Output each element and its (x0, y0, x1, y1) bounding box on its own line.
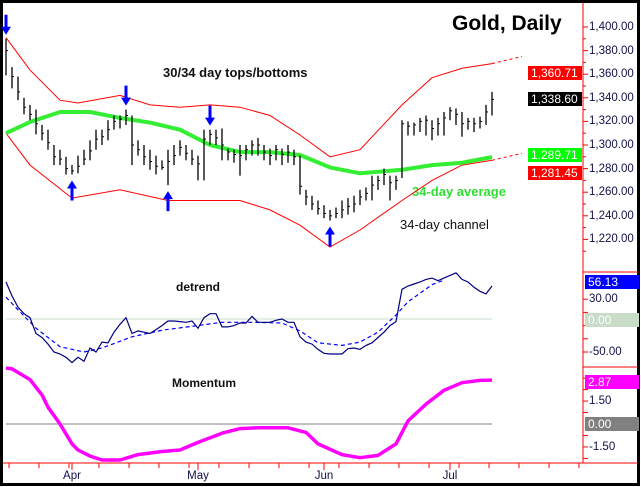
price-tick-label: 1,300.00 (589, 139, 634, 151)
channel-lower-projection (491, 152, 523, 161)
price-tick-label: 1,280.00 (589, 162, 634, 175)
detrend-tick-label: 30.00 (589, 293, 618, 306)
momentum-value-label: 2.87 (585, 375, 639, 389)
price-tick-label: 1,400.00 (589, 21, 634, 33)
x-month-label: Jul (442, 470, 458, 482)
x-month-label: Jun (314, 470, 334, 482)
price-tick-label: 1,220.00 (589, 233, 634, 246)
momentum-tick-label: -1.50 (589, 440, 616, 453)
price-tick-label: 1,260.00 (589, 186, 634, 199)
price-value-label: 1,338.60 (528, 92, 582, 106)
top-arrow-down-icon (205, 105, 215, 126)
channel-upper-projection (491, 56, 523, 65)
momentum-tick-label: 1.50 (589, 395, 612, 408)
chart-title: Gold, Daily (452, 12, 562, 35)
x-month-label: Apr (63, 470, 81, 482)
detrend-average-line (5, 279, 445, 353)
detrend-zero-label: 0.00 (585, 313, 639, 327)
tops-bottoms-annotation: 30/34 day tops/bottoms (163, 65, 308, 80)
average-annotation: 34-day average (412, 184, 506, 199)
channel-annotation: 34-day channel (400, 217, 489, 232)
detrend-tick-label: -50.00 (589, 346, 622, 358)
channel-lower-line (5, 132, 493, 248)
detrend-title: detrend (176, 280, 221, 294)
price-value-label: 1,281.45 (528, 166, 582, 180)
price-tick-label: 1,340.00 (589, 91, 634, 104)
price-value-label: 1,360.71 (528, 66, 582, 80)
price-value-label: 1,289.71 (528, 148, 582, 162)
price-tick-label: 1,320.00 (589, 115, 634, 128)
momentum-line (5, 366, 493, 462)
detrend-value-label: 56.13 (585, 275, 639, 289)
bottom-arrow-up-icon (163, 191, 173, 212)
momentum-title: Momentum (172, 376, 236, 390)
average-34day-line (5, 110, 493, 176)
price-tick-label: 1,380.00 (589, 44, 634, 57)
top-arrow-down-icon (1, 14, 11, 35)
bottom-arrow-up-icon (325, 226, 335, 247)
top-arrow-down-icon (121, 85, 131, 106)
momentum-zero-label: 0.00 (585, 417, 639, 431)
price-tick-label: 1,360.00 (589, 68, 634, 81)
channel-upper-line (5, 37, 493, 158)
detrend-line (5, 272, 493, 364)
x-month-label: May (187, 470, 209, 482)
price-tick-label: 1,240.00 (589, 209, 634, 222)
bottom-arrow-up-icon (67, 180, 77, 201)
